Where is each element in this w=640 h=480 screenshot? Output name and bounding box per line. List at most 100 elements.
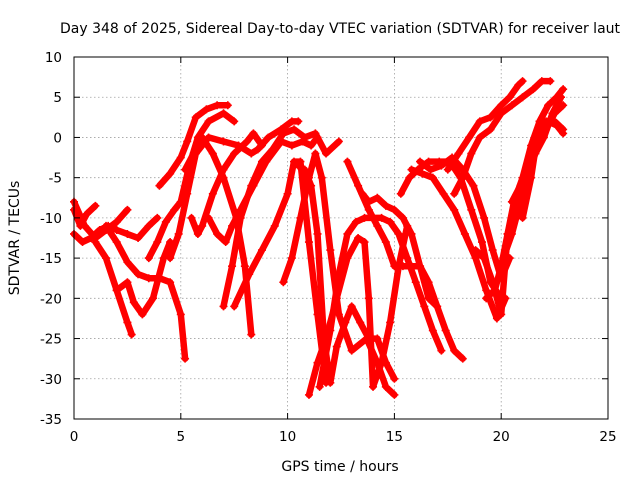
data-point (243, 137, 252, 146)
y-tick-label: -35 (40, 412, 62, 428)
data-point (313, 358, 322, 367)
y-tick-label: 0 (53, 130, 62, 146)
data-point (170, 205, 179, 214)
data-point (407, 165, 416, 174)
series-line (220, 126, 343, 310)
data-point (373, 221, 382, 230)
data-point (471, 254, 480, 263)
data-point (112, 225, 121, 234)
data-point (369, 382, 378, 391)
data-point (373, 193, 382, 202)
data-point (347, 302, 356, 311)
data-point (166, 254, 175, 263)
x-tick-labels: 0 5 10 15 20 25 (70, 429, 617, 445)
data-point (247, 149, 256, 158)
data-point (294, 161, 303, 170)
data-point (326, 378, 335, 387)
data-point (377, 358, 386, 367)
series-track-31 (535, 117, 568, 138)
data-point (202, 105, 211, 114)
data-point (247, 330, 256, 339)
x-tick-label: 0 (70, 429, 79, 445)
data-point (112, 217, 121, 226)
data-point (134, 234, 143, 242)
data-point (559, 85, 568, 94)
data-point (416, 262, 425, 271)
data-point (458, 354, 467, 363)
data-point (153, 213, 162, 222)
y-tick-label: 10 (45, 50, 62, 66)
data-point (433, 302, 442, 311)
data-point (386, 217, 395, 226)
data-point (183, 189, 192, 198)
data-point (437, 161, 446, 170)
data-point (381, 382, 390, 391)
data-point (223, 101, 232, 110)
data-point (228, 221, 237, 230)
series-track-29 (507, 101, 568, 206)
series-track-7 (144, 109, 239, 263)
data-point (450, 189, 459, 198)
data-point (552, 121, 561, 130)
data-point (102, 254, 111, 263)
data-point (230, 117, 239, 126)
data-point (144, 274, 153, 283)
data-point (354, 181, 363, 190)
data-point (465, 133, 474, 142)
data-point (475, 117, 484, 126)
data-point (486, 113, 495, 122)
data-point (176, 153, 185, 162)
data-point (191, 113, 200, 122)
data-point (189, 149, 198, 158)
data-point (351, 217, 360, 226)
data-point (300, 165, 309, 174)
data-point (390, 390, 399, 399)
data-point (482, 286, 491, 295)
x-tick-label: 15 (386, 429, 403, 445)
axis-ticks (73, 56, 609, 420)
data-point (193, 229, 202, 238)
data-point (279, 278, 288, 287)
series-line (359, 190, 441, 310)
data-point (398, 213, 407, 222)
series-track-22 (407, 165, 510, 323)
data-point (123, 258, 132, 267)
series-line (145, 110, 238, 262)
data-point (460, 229, 469, 238)
data-point (290, 125, 299, 134)
data-point (247, 181, 256, 190)
data-point (149, 294, 158, 303)
data-point (296, 213, 305, 222)
data-point (257, 246, 266, 255)
data-point (268, 145, 277, 154)
data-point (403, 254, 412, 263)
data-point (516, 181, 525, 190)
data-point (347, 346, 356, 355)
data-point (482, 294, 491, 303)
data-point (497, 262, 506, 271)
x-tick-label: 20 (493, 429, 510, 445)
data-point (322, 149, 331, 158)
data-point (236, 213, 245, 222)
data-point (283, 189, 292, 198)
data-point (360, 213, 369, 222)
data-point (228, 262, 237, 271)
series-track-13 (219, 125, 343, 311)
data-point (307, 181, 316, 190)
data-point (95, 225, 104, 234)
data-point (486, 125, 495, 134)
data-point (426, 165, 435, 174)
data-point (550, 109, 559, 118)
data-point (405, 173, 414, 182)
series-track-14 (230, 157, 331, 387)
data-point (424, 294, 433, 303)
data-point (518, 77, 527, 86)
data-point (279, 129, 288, 138)
data-point (471, 246, 480, 255)
series-line (181, 134, 255, 338)
data-point (87, 234, 96, 242)
data-point (198, 221, 207, 230)
data-point (166, 169, 175, 178)
x-tick-label: 25 (599, 429, 616, 445)
